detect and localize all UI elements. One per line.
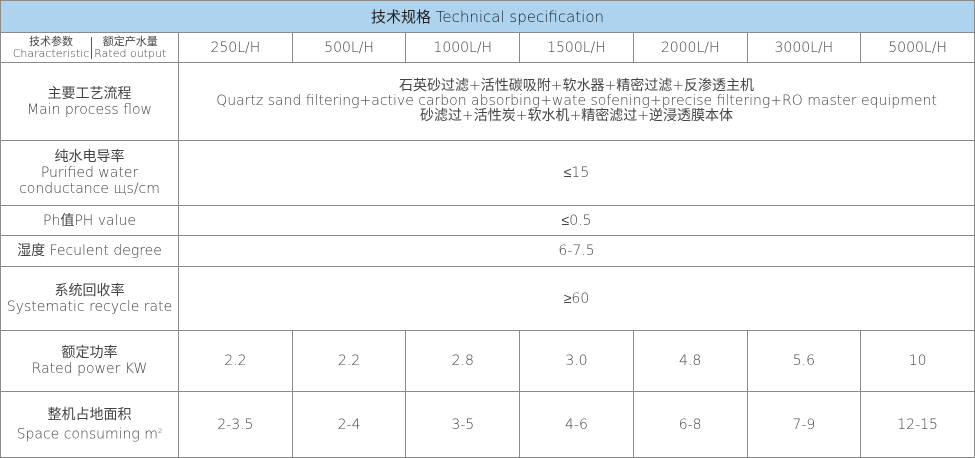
table-row: 纯水电导率 Purified water conductance щs/cm ≤15 xyxy=(0,140,975,206)
space-value: 3-5 xyxy=(405,391,521,458)
characteristic-cn: 技术参数 xyxy=(29,34,73,48)
row-label: 主要工艺流程 Main process flow xyxy=(0,62,179,141)
capacity-header: 1500L/H xyxy=(519,32,634,63)
space-value: 4-6 xyxy=(519,391,634,458)
table-row: 整机占地面积 Space consuming m2 2-3.5 2-4 3-5 4… xyxy=(0,391,975,458)
row-label: 整机占地面积 Space consuming m2 xyxy=(0,391,179,458)
table-row: 系统回收率 Systematic recycle rate ≥60 xyxy=(0,266,975,331)
turbidity-value: 6-7.5 xyxy=(178,235,975,267)
capacity-header: 500L/H xyxy=(291,32,407,63)
ph-value: ≤0.5 xyxy=(178,205,975,236)
table-row: 额定功率 Rated power KW 2.2 2.2 2.8 3.0 4.8 5… xyxy=(0,330,975,392)
space-value: 2-3.5 xyxy=(178,391,293,458)
capacity-header: 250L/H xyxy=(178,32,293,63)
capacity-header: 2000L/H xyxy=(632,32,748,63)
table-title: 技术规格 Technical specification xyxy=(0,0,975,33)
capacity-header: 5000L/H xyxy=(860,32,975,63)
power-value: 2.2 xyxy=(291,330,407,392)
space-value: 7-9 xyxy=(746,391,862,458)
process-flow: 石英砂过滤+活性碳吸附+软水器+精密过滤+反渗透主机 Quartz sand fi… xyxy=(178,62,975,141)
space-value: 12-15 xyxy=(860,391,975,458)
header-corner: 技术参数 Characteristic 额定产水量 Rated output xyxy=(0,32,179,63)
capacity-header: 1000L/H xyxy=(405,32,521,63)
row-label: 额定功率 Rated power KW xyxy=(0,330,179,392)
power-value: 5.6 xyxy=(746,330,862,392)
row-label: 湿度 Feculent degree xyxy=(0,235,179,267)
row-label: Ph值PH value xyxy=(0,205,179,236)
row-label: 纯水电导率 Purified water conductance щs/cm xyxy=(0,140,179,206)
table-row: 主要工艺流程 Main process flow 石英砂过滤+活性碳吸附+软水器+… xyxy=(0,62,975,141)
row-label: 系统回收率 Systematic recycle rate xyxy=(0,266,179,331)
power-value: 2.2 xyxy=(178,330,293,392)
space-value: 2-4 xyxy=(291,391,407,458)
table-row: 湿度 Feculent degree 6-7.5 xyxy=(0,235,975,267)
space-value: 6-8 xyxy=(632,391,748,458)
table-row: Ph值PH value ≤0.5 xyxy=(0,205,975,236)
recycle-value: ≥60 xyxy=(178,266,975,331)
divider xyxy=(91,36,93,59)
rated-output-en: Rated output xyxy=(94,46,167,60)
conductance-value: ≤15 xyxy=(178,140,975,206)
power-value: 3.0 xyxy=(519,330,634,392)
rated-output-cn: 额定产水量 xyxy=(102,34,158,48)
power-value: 10 xyxy=(860,330,975,392)
characteristic-en: Characteristic xyxy=(12,46,90,60)
capacity-header: 3000L/H xyxy=(746,32,862,63)
power-value: 4.8 xyxy=(632,330,748,392)
power-value: 2.8 xyxy=(405,330,521,392)
